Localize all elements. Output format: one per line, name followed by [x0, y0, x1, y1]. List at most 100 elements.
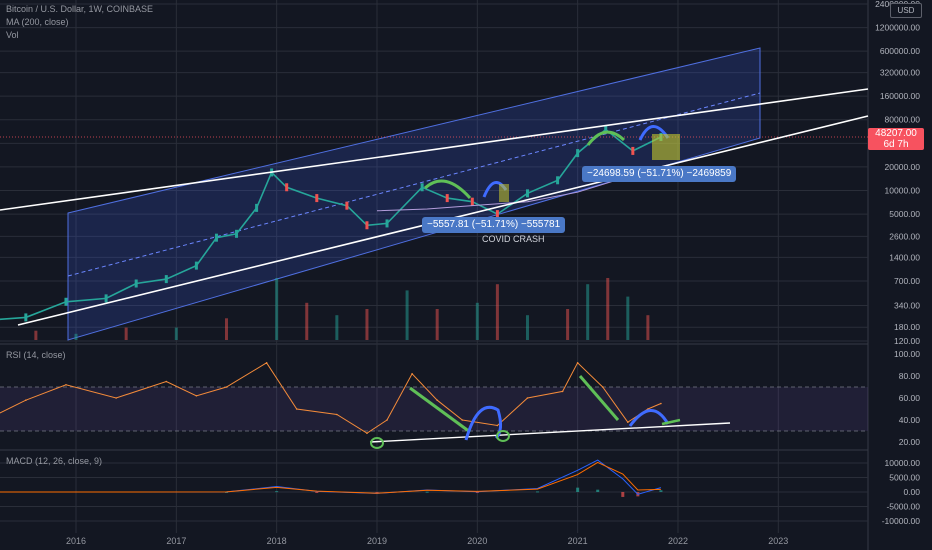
price-candle: [255, 203, 259, 212]
ma-legend[interactable]: MA (200, close): [6, 17, 69, 27]
currency-badge[interactable]: USD: [890, 3, 922, 18]
yellow-box-2021: [652, 134, 680, 160]
rsi-panel: [0, 361, 868, 449]
macd-tick-label: 0.00: [903, 487, 920, 497]
rsi-circle-2020: [496, 430, 510, 442]
rsi-point: [601, 386, 604, 388]
price-tick-label: 700.00: [894, 276, 920, 286]
rsi-point: [386, 419, 388, 421]
volume-bar: [626, 296, 630, 340]
volume-bar: [224, 318, 228, 340]
price-candle: [365, 221, 369, 230]
price-candle: [631, 146, 635, 155]
grid: [0, 0, 869, 550]
macd-histogram-bar: [659, 490, 663, 492]
signal-line: [0, 461, 661, 494]
macd-histogram-bar: [596, 489, 600, 492]
volume-bar: [646, 315, 650, 340]
price-candle: [445, 194, 449, 203]
price-candle: [420, 183, 424, 192]
rsi-point: [436, 399, 438, 402]
price-tick-label: 80000.00: [885, 115, 921, 125]
rsi-circle-2018: [370, 437, 384, 449]
price-tick-label: 180.00: [894, 322, 920, 332]
volume-bar: [335, 315, 339, 340]
price-line: [0, 128, 662, 321]
measure-label-covid[interactable]: −5557.81 (−51.71%) −555781: [422, 217, 566, 233]
regression-channel: [67, 47, 761, 341]
vol-legend[interactable]: Vol: [6, 30, 19, 40]
rsi-point: [25, 399, 27, 402]
rsi-point: [526, 397, 529, 399]
price-tick-label: 2600.00: [889, 231, 920, 241]
channel-fill: [67, 47, 761, 341]
rsi-point: [461, 419, 464, 421]
volume-bar: [606, 278, 610, 340]
price-candle: [385, 219, 389, 228]
rsi-point: [295, 408, 298, 410]
rsi-tick-label: 80.00: [899, 371, 921, 381]
price-candle: [64, 297, 68, 306]
volume-bar: [405, 290, 409, 340]
macd-tick-label: -10000.00: [882, 516, 921, 526]
volume-bar: [495, 284, 499, 340]
rsi-point: [225, 386, 228, 388]
price-candle: [214, 233, 218, 242]
price-candle: [164, 275, 168, 284]
price-candle: [345, 201, 349, 210]
macd-histogram-bar: [621, 492, 625, 497]
price-candle: [470, 197, 474, 206]
green-arc-2021: [586, 130, 626, 146]
price-candle: [134, 279, 138, 288]
macd-panel: [0, 459, 663, 497]
covid-crash-label: COVID CRASH: [482, 234, 545, 244]
rsi-tick-label: 60.00: [899, 393, 921, 403]
last-price-tag: 48207.00 6d 7h: [868, 128, 924, 150]
time-tick-label: 2021: [568, 536, 588, 546]
last-price: 48207.00: [875, 128, 917, 139]
rsi-point: [411, 373, 413, 375]
rsi-tick-label: 40.00: [899, 415, 921, 425]
time-tick-label: 2020: [467, 536, 487, 546]
macd-histogram-bar: [425, 491, 429, 493]
price-candle: [495, 210, 499, 219]
price-tick-label: 320000.00: [880, 68, 920, 78]
price-candle: [235, 229, 239, 238]
macd-tick-label: 10000.00: [885, 458, 921, 468]
measure-label-2021[interactable]: −24698.59 (−51.71%) −2469859: [582, 166, 737, 182]
rsi-point: [195, 395, 198, 397]
volume-bar: [475, 302, 479, 340]
macd-histogram-bar: [576, 487, 580, 492]
macd-tick-label: -5000.00: [886, 502, 920, 512]
macd-histogram-bar: [536, 491, 540, 493]
time-tick-label: 2022: [668, 536, 688, 546]
price-candle: [104, 294, 108, 303]
rsi-point: [627, 421, 629, 424]
rsi-point: [660, 402, 662, 405]
rsi-legend[interactable]: RSI (14, close): [6, 350, 66, 360]
price-tick-label: 600000.00: [880, 46, 920, 56]
time-tick-label: 2016: [66, 536, 86, 546]
time-axis[interactable]: 2016 2017 2018 2019 2020 2021 2022 2023: [66, 536, 788, 546]
symbol-title[interactable]: Bitcoin / U.S. Dollar, 1W, COINBASE: [6, 4, 154, 14]
price-candle: [525, 189, 529, 198]
price-candle: [604, 125, 608, 134]
macd-legend[interactable]: MACD (12, 26, close, 9): [6, 456, 103, 466]
price-tick-label: 340.00: [894, 301, 920, 311]
time-tick-label: 2018: [267, 536, 287, 546]
volume-bar: [34, 330, 38, 340]
rsi-green-arrow-2021: [661, 418, 681, 426]
bar-countdown: 6d 7h: [883, 139, 909, 150]
price-candle: [194, 261, 198, 270]
time-tick-label: 2023: [768, 536, 788, 546]
rsi-point: [496, 424, 499, 427]
rsi-blue-arc-2021: [628, 409, 670, 427]
price-tick-label: 160000.00: [880, 91, 920, 101]
price-candle: [315, 194, 319, 203]
rsi-point: [165, 380, 168, 383]
rsi-point: [115, 397, 117, 399]
volume-bar: [435, 309, 439, 340]
volume-bar: [586, 284, 590, 340]
